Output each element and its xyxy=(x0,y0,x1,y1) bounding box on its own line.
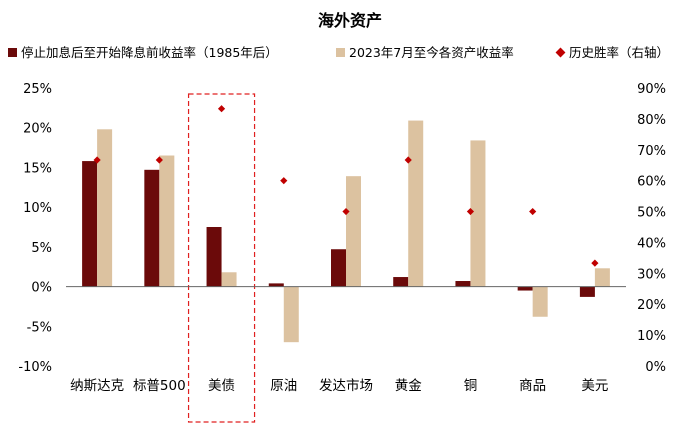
y-right-tick-label: 80% xyxy=(637,113,666,128)
chart-title: 海外资产 xyxy=(318,11,382,30)
win-rate-marker-4 xyxy=(342,207,350,216)
highlight-box-rect xyxy=(187,93,256,423)
x-tick-label: 黄金 xyxy=(395,378,422,394)
bars xyxy=(82,120,610,343)
bar-0-7 xyxy=(517,286,533,291)
bar-1-8 xyxy=(594,268,610,287)
y-right-tick-label: 70% xyxy=(637,144,666,159)
x-tick-label: 发达市场 xyxy=(319,377,373,394)
bar-1-2 xyxy=(221,272,237,287)
y-right-tick-label: 60% xyxy=(637,175,666,190)
bar-1-4 xyxy=(346,176,361,287)
y-right-tick-label: 30% xyxy=(637,267,666,282)
bar-1-6 xyxy=(470,140,486,287)
y-right-tick-label: 0% xyxy=(645,360,666,375)
bar-1-3 xyxy=(283,286,299,343)
bar-1-0 xyxy=(97,129,113,287)
win-rate-marker-8 xyxy=(591,259,599,267)
y-left-tick-label: 25% xyxy=(23,82,52,97)
bar-1-5 xyxy=(408,120,424,287)
legend-swatch xyxy=(8,48,17,57)
x-tick-label: 美元 xyxy=(581,378,608,394)
bar-0-4 xyxy=(331,249,346,287)
win-rate-marker-2 xyxy=(217,105,226,113)
y-left-tick-label: 15% xyxy=(23,161,52,176)
y-right-tick-label: 50% xyxy=(637,206,666,221)
y-right-tick-label: 40% xyxy=(637,236,666,251)
win-rate-marker-1 xyxy=(155,156,163,164)
y-left-tick-label: 5% xyxy=(31,241,52,256)
bar-0-2 xyxy=(206,227,222,287)
legend-label: 停止加息后至开始降息前收益率（1985年后） xyxy=(21,45,278,60)
y-left-tick-label: -10% xyxy=(18,360,52,375)
win-rate-marker-6 xyxy=(466,207,475,216)
win-rate-marker-3 xyxy=(280,177,288,185)
y-left-tick-label: 10% xyxy=(23,201,52,216)
win-rate-marker-7 xyxy=(529,207,537,216)
highlight-box xyxy=(187,93,256,423)
x-tick-label: 美债 xyxy=(208,378,235,394)
bar-0-8 xyxy=(579,286,595,297)
y-left-tick-label: -5% xyxy=(27,320,52,335)
bar-1-1 xyxy=(159,155,175,287)
bar-0-1 xyxy=(144,169,160,287)
win-rate-marker-5 xyxy=(404,156,412,164)
legend: 停止加息后至开始降息前收益率（1985年后） 2023年7月至今各资产收益率 历史胜… xyxy=(8,45,669,60)
legend-swatch xyxy=(555,47,566,58)
y-left-tick-label: 20% xyxy=(23,122,52,137)
legend-label: 2023年7月至今各资产收益率 xyxy=(349,45,514,60)
x-axis-labels: 纳斯达克 标普500 美债 原油 发达市场 黄金 铜 商品 美元 xyxy=(70,377,608,394)
bar-0-0 xyxy=(82,161,98,287)
x-tick-label: 铜 xyxy=(464,378,478,394)
x-tick-label: 商品 xyxy=(519,378,546,394)
legend-swatch xyxy=(336,48,345,57)
y-left-tick-label: 0% xyxy=(31,281,52,296)
y-axis-right: 0% 10% 20% 30% 40% 50% 60% 70% 80% 90% xyxy=(637,82,666,375)
y-axis-left: -10% -5% 0% 5% 10% 15% 20% 25% xyxy=(18,82,52,375)
x-tick-label: 标普500 xyxy=(133,378,186,394)
legend-label: 历史胜率（右轴） xyxy=(569,45,669,60)
x-tick-label: 纳斯达克 xyxy=(70,378,124,394)
y-right-tick-label: 90% xyxy=(637,82,666,97)
y-right-tick-label: 10% xyxy=(637,329,666,344)
bar-0-5 xyxy=(393,277,409,287)
bar-0-3 xyxy=(268,283,284,287)
x-tick-label: 原油 xyxy=(270,378,297,394)
win-rate-markers xyxy=(93,105,599,267)
y-right-tick-label: 20% xyxy=(637,298,666,313)
bar-1-7 xyxy=(532,286,548,317)
bar-0-6 xyxy=(455,281,471,287)
win-rate-marker-0 xyxy=(93,156,101,164)
